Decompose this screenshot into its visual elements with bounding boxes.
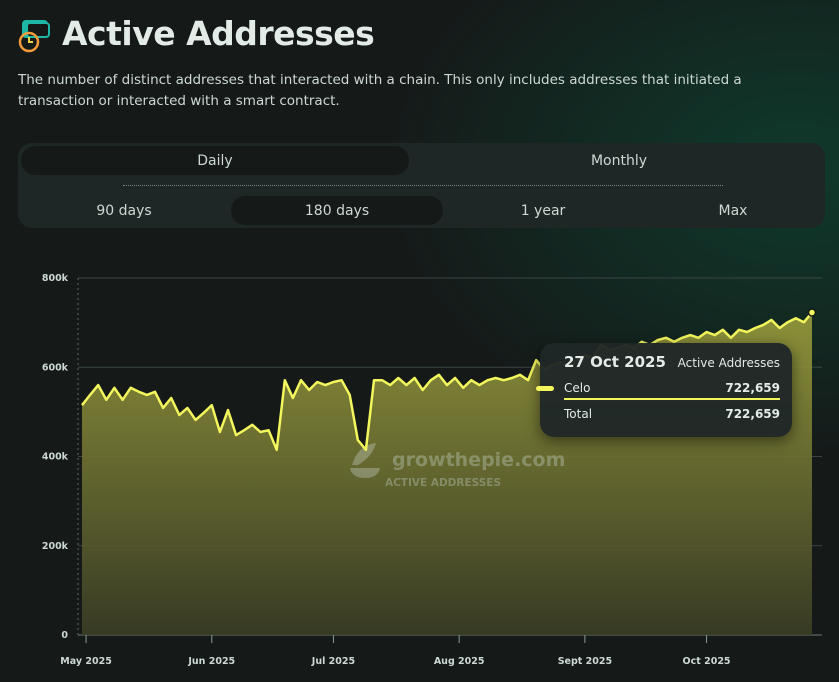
x-tick-label: Jun 2025 (187, 656, 235, 667)
y-tick-label: 600k (42, 362, 69, 373)
watermark-icon (350, 443, 380, 478)
range-max[interactable]: Max (718, 202, 748, 219)
x-tick-label: Aug 2025 (434, 656, 485, 667)
tooltip-metric: Active Addresses (677, 356, 780, 370)
range-1y[interactable]: 1 year (520, 202, 566, 219)
watermark-brand: growthepie.com (392, 449, 565, 471)
y-tick-label: 0 (61, 630, 68, 641)
x-tick-label: Oct 2025 (683, 656, 731, 667)
watermark: growthepie.com ACTIVE ADDRESSES (350, 443, 565, 489)
x-tick-label: Jul 2025 (311, 656, 355, 667)
tooltip-row-name: Celo (564, 381, 591, 395)
tooltip-row-value: 722,659 (725, 381, 780, 395)
title: Active Addresses (62, 14, 375, 53)
y-tick-label: 200k (42, 541, 69, 552)
range-90d[interactable]: 90 days (96, 202, 152, 219)
hover-point (807, 308, 817, 317)
y-tick-label: 800k (42, 273, 69, 284)
tooltip-swatch (536, 386, 554, 391)
tooltip-total-value: 722,659 (725, 407, 780, 421)
x-tick-label: Sept 2025 (558, 656, 612, 667)
x-tick-label: May 2025 (60, 656, 112, 667)
tooltip-date: 27 Oct 2025 (564, 353, 666, 371)
line (81, 311, 813, 452)
divider (123, 185, 723, 186)
tooltip-total-name: Total (564, 407, 593, 421)
title-icon (18, 20, 50, 53)
y-tick-label: 400k (42, 452, 69, 463)
description: The number of distinct addresses that in… (18, 72, 742, 109)
tooltip-bar (564, 398, 780, 400)
range-180d[interactable]: 180 days (231, 196, 443, 225)
chart: 0 200k 400k 600k 800k May 2025 Jun 2025 Jul 202… (42, 273, 822, 667)
watermark-label: ACTIVE ADDRESSES (385, 477, 501, 489)
tab-daily[interactable]: Daily (21, 146, 409, 175)
tooltip: 27 Oct 2025 Active Addresses Celo 722,65… (536, 343, 792, 437)
tab-monthly[interactable]: Monthly (590, 152, 648, 169)
